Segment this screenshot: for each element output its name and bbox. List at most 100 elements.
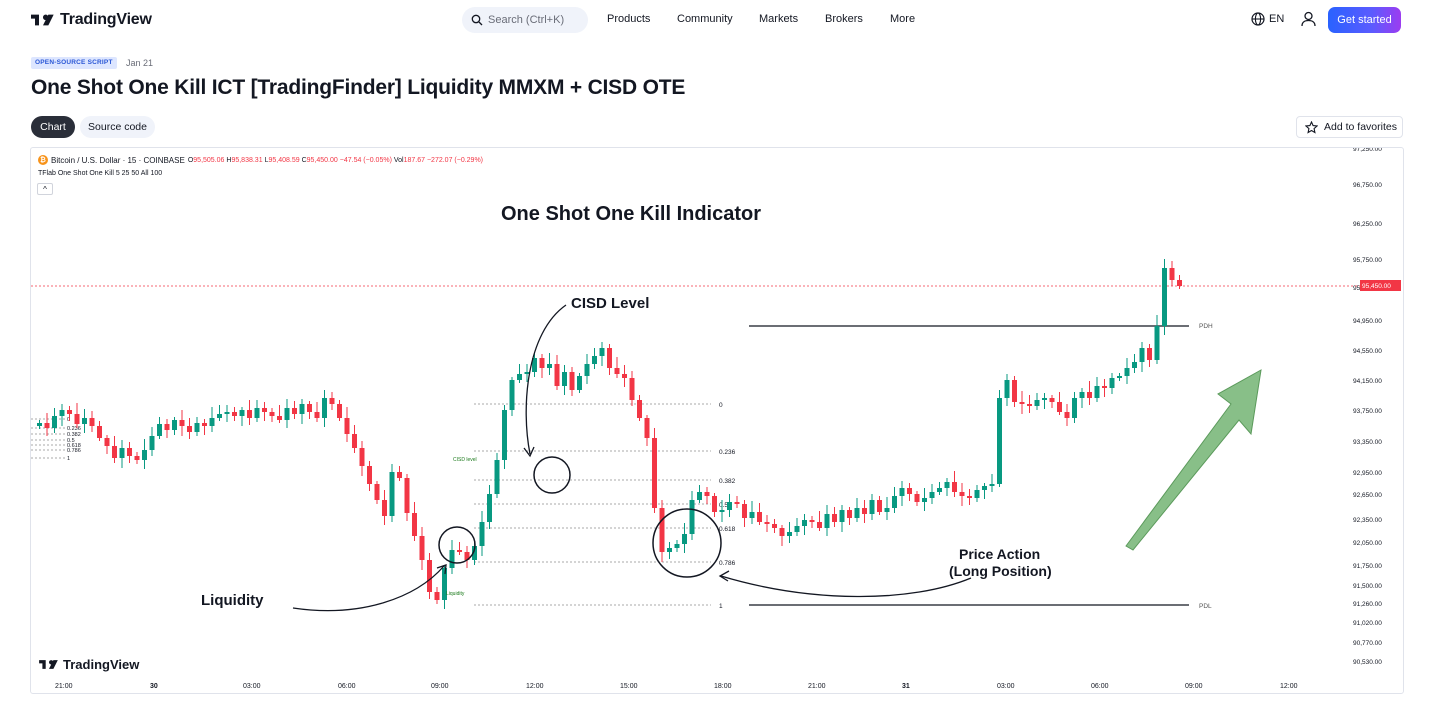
y-axis-tick: 91,020.00 bbox=[1353, 620, 1382, 627]
candle-up bbox=[119, 448, 125, 458]
candle-up bbox=[562, 372, 567, 386]
candle-down bbox=[67, 410, 72, 414]
tradingview-logo[interactable]: TradingView bbox=[31, 10, 152, 30]
liquidity-arrowhead bbox=[436, 564, 447, 575]
brand-name: TradingView bbox=[60, 11, 152, 28]
y-axis-tick: 95,750.00 bbox=[1353, 257, 1382, 264]
nav-community[interactable]: Community bbox=[677, 13, 733, 25]
candle-down bbox=[637, 400, 642, 418]
candle-down bbox=[809, 520, 815, 522]
candle-down bbox=[367, 466, 372, 484]
candle-up bbox=[719, 510, 725, 512]
candle-down bbox=[44, 423, 50, 428]
candle-up bbox=[1072, 398, 1077, 418]
candle-up bbox=[494, 460, 500, 494]
candle-down bbox=[622, 374, 627, 378]
candle-up bbox=[944, 482, 950, 488]
candle-down bbox=[419, 536, 425, 560]
y-axis-tick: 91,500.00 bbox=[1353, 583, 1382, 590]
candle-down bbox=[352, 434, 357, 448]
x-axis-tick: 30 bbox=[150, 683, 158, 690]
price-action-annotation: Price Action bbox=[959, 546, 1040, 562]
candle-up bbox=[997, 398, 1002, 484]
candle-up bbox=[869, 500, 875, 514]
candle-down bbox=[307, 404, 312, 412]
fib-level-label: 0.618 bbox=[719, 526, 736, 533]
candle-up bbox=[517, 374, 522, 380]
candle-down bbox=[569, 372, 575, 390]
left-fib-label: 1 bbox=[67, 456, 70, 462]
candle-down bbox=[659, 508, 665, 552]
indicator-legend[interactable]: TFlab One Shot One Kill 5 25 50 All 100 bbox=[38, 170, 163, 177]
cisd-small-label: CISD level bbox=[453, 457, 477, 463]
candle-up bbox=[599, 348, 605, 356]
entry-circle bbox=[652, 508, 722, 578]
collapse-legend-button[interactable]: ^ bbox=[37, 183, 53, 195]
candle-down bbox=[1087, 392, 1092, 398]
fib-level-label: 0.5 bbox=[719, 502, 728, 509]
candle-down bbox=[907, 488, 912, 494]
chart-panel[interactable]: 97,250.0096,750.0096,250.0095,750.0095,3… bbox=[30, 147, 1404, 694]
candle-up bbox=[584, 364, 590, 376]
tab-chart[interactable]: Chart bbox=[31, 116, 75, 138]
candle-down bbox=[434, 592, 440, 600]
cisd-circle bbox=[533, 456, 571, 494]
left-fib-label: 0.786 bbox=[67, 448, 81, 454]
x-axis-tick: 03:00 bbox=[997, 683, 1015, 690]
candle-up bbox=[824, 514, 830, 528]
tab-source-code[interactable]: Source code bbox=[80, 116, 155, 138]
nav-products[interactable]: Products bbox=[607, 13, 651, 25]
candle-down bbox=[652, 438, 657, 508]
candle-up bbox=[224, 412, 230, 414]
candle-up bbox=[82, 418, 87, 424]
chart-headline: One Shot One Kill Indicator bbox=[501, 203, 761, 225]
candle-down bbox=[1169, 268, 1175, 280]
candle-down bbox=[344, 418, 350, 434]
candle-down bbox=[427, 560, 432, 592]
last-price-label: 95,450.00 bbox=[1362, 283, 1391, 290]
add-to-favorites-button[interactable]: Add to favorites bbox=[1296, 116, 1403, 138]
y-axis-tick: 91,750.00 bbox=[1353, 563, 1382, 570]
nav-more[interactable]: More bbox=[890, 13, 916, 25]
star-icon bbox=[1305, 120, 1318, 134]
candle-up bbox=[787, 532, 792, 536]
candle-down bbox=[1102, 386, 1107, 388]
candle-up bbox=[487, 494, 492, 522]
candle-down bbox=[1012, 380, 1017, 402]
fib-level-label: 0 bbox=[719, 402, 723, 409]
left-fib-label: 0.618 bbox=[67, 443, 81, 449]
candle-down bbox=[757, 512, 762, 522]
candle-down bbox=[374, 484, 380, 500]
candle-up bbox=[577, 376, 582, 390]
candle-down bbox=[89, 418, 95, 426]
candle-down bbox=[629, 378, 635, 400]
candle-up bbox=[1154, 326, 1160, 360]
candle-up bbox=[674, 544, 680, 548]
candle-down bbox=[329, 398, 335, 404]
nav-markets[interactable]: Markets bbox=[759, 13, 799, 25]
globe-icon[interactable] bbox=[1251, 12, 1265, 26]
candle-down bbox=[1019, 402, 1025, 404]
candle-down bbox=[1147, 348, 1152, 360]
user-icon[interactable] bbox=[1301, 11, 1316, 27]
candle-up bbox=[929, 492, 935, 498]
candle-down bbox=[464, 552, 470, 560]
candle-up bbox=[142, 450, 147, 460]
candle-down bbox=[772, 524, 777, 528]
candle-down bbox=[404, 478, 410, 513]
x-axis-tick: 18:00 bbox=[714, 683, 732, 690]
left-fib-label: 0.382 bbox=[67, 432, 81, 438]
candle-up bbox=[899, 488, 905, 496]
price-chart[interactable]: 97,250.0096,750.0096,250.0095,750.0095,3… bbox=[31, 148, 1404, 694]
language-selector[interactable]: EN bbox=[1269, 13, 1285, 25]
x-axis-tick: 03:00 bbox=[243, 683, 261, 690]
candle-down bbox=[232, 412, 237, 416]
search-box[interactable]: Search (Ctrl+K) bbox=[462, 7, 588, 33]
candle-down bbox=[742, 504, 747, 518]
x-axis-tick: 06:00 bbox=[1091, 683, 1109, 690]
y-axis-tick: 94,550.00 bbox=[1353, 348, 1382, 355]
candle-down bbox=[607, 348, 612, 368]
get-started-button[interactable]: Get started bbox=[1328, 7, 1401, 33]
nav-brokers[interactable]: Brokers bbox=[825, 13, 863, 25]
candle-up bbox=[1162, 268, 1167, 326]
